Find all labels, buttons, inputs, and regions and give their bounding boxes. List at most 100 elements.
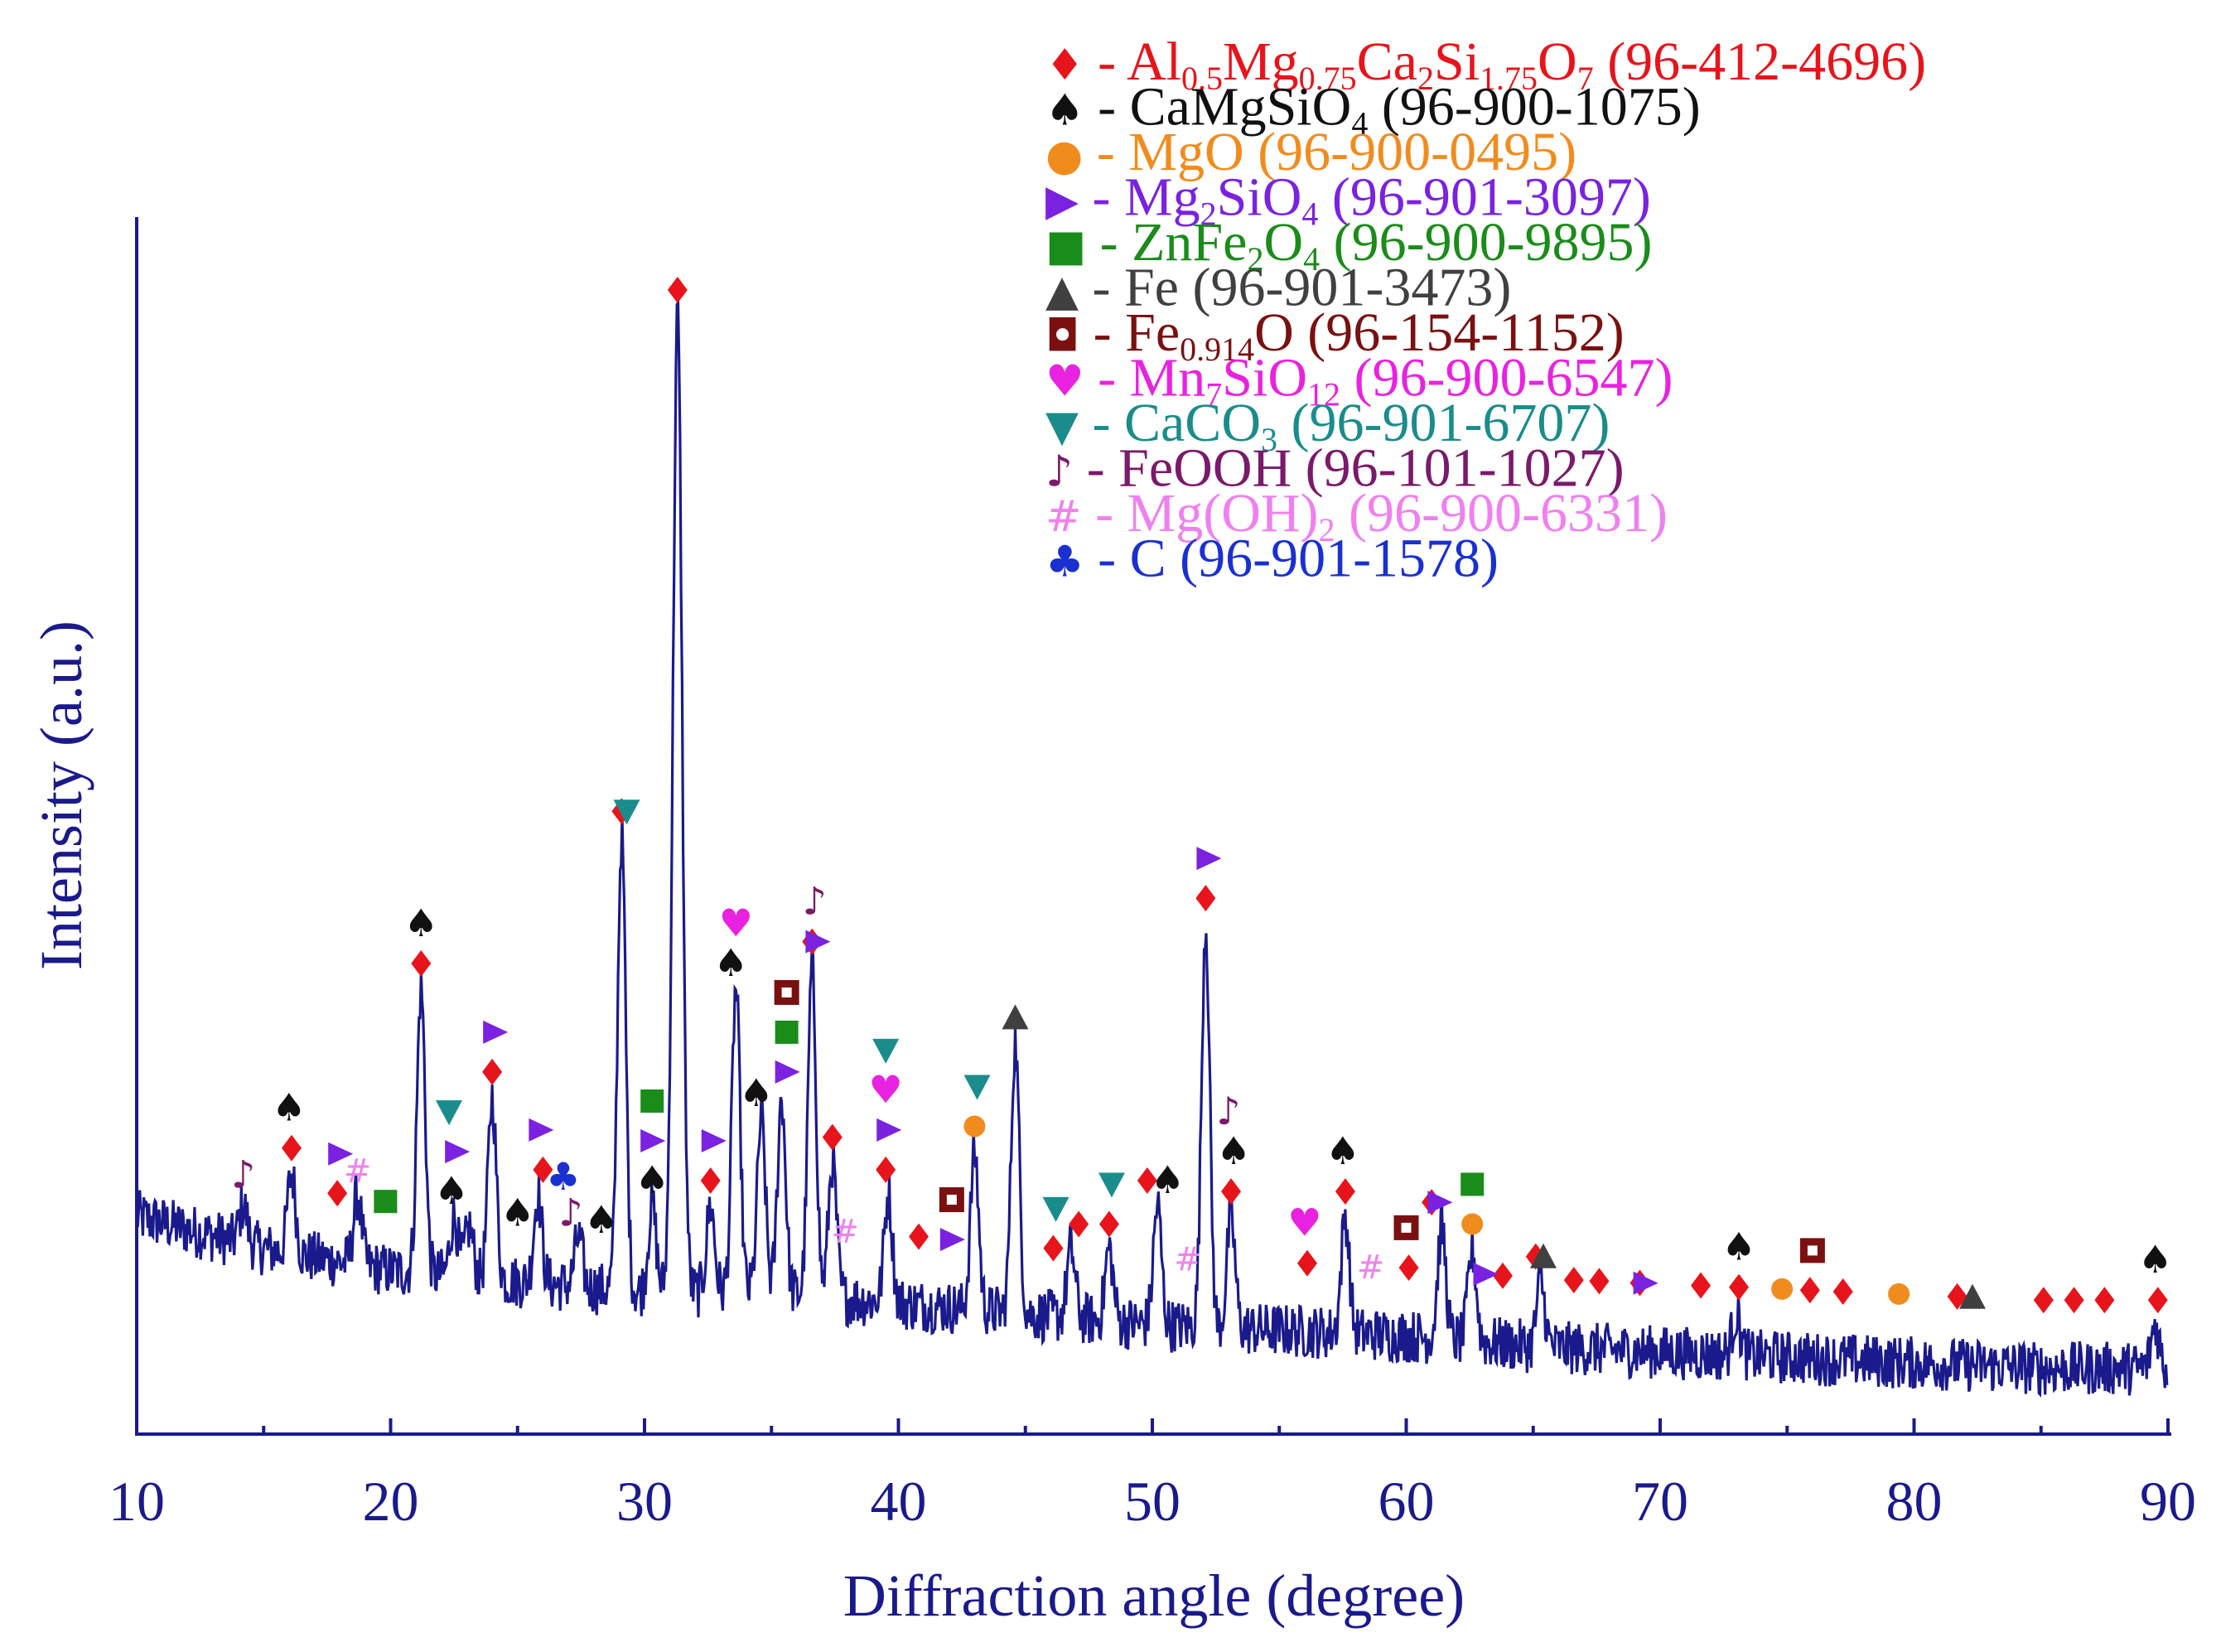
square-marker [374, 1190, 398, 1214]
spade-marker: ♠ [1151, 1157, 1185, 1202]
legend-symbol: ♪ [1045, 447, 1073, 497]
legend-entry: ● - MgO (96-900-0495) [1045, 122, 1576, 182]
legend-entry: ♥ - Mn7SiO12 (96-900-6547) [1045, 348, 1673, 413]
legend-entry: ▶ - Mg2SiO4 (96-901-3097) [1045, 167, 1651, 233]
legend-label: Ca [1357, 31, 1417, 92]
note-marker: ♪ [803, 879, 827, 924]
triangle-up-marker [1002, 1004, 1029, 1030]
x-tick-label: 80 [1886, 1470, 1943, 1533]
legend: ♦ - Al0.5Mg0.75Ca2Si1.75O7 (96-412-4696)… [1045, 31, 1926, 589]
hollow-square-marker [1393, 1215, 1419, 1240]
legend-label: - CaCO [1079, 393, 1261, 453]
diamond-marker [1691, 1272, 1712, 1299]
legend-label: O [1538, 31, 1577, 92]
spade-marker: ♠ [404, 901, 438, 945]
legend-entry: ♪ - FeOOH (96-101-1027) [1045, 438, 1625, 499]
legend-symbol: ♣ [1045, 538, 1084, 587]
legend-label: SiO [1217, 167, 1302, 228]
square-marker [640, 1089, 664, 1113]
legend-label: - C (96-901-1578) [1084, 529, 1499, 589]
legend-label: Mg [1223, 31, 1299, 92]
legend-subscript: 12 [1307, 376, 1340, 413]
triangle-right-marker [876, 1118, 902, 1142]
spade-marker: ♠ [272, 1085, 306, 1130]
hash-marker: # [344, 1152, 372, 1191]
triangle-up-marker [1958, 1283, 1986, 1309]
diamond-marker [2064, 1287, 2084, 1314]
triangle-right-marker [640, 1129, 666, 1153]
legend-label: - Fe (96-901-3473) [1079, 258, 1511, 318]
spade-marker: ♠ [1216, 1128, 1250, 1173]
diamond-marker [1947, 1282, 1968, 1310]
diamond-marker [411, 949, 432, 977]
triangle-down-marker [435, 1100, 462, 1126]
diamond-marker [1729, 1273, 1750, 1301]
x-axis-title: Diffraction angle (degree) [843, 1563, 1465, 1629]
legend-label: (96-901-6707) [1277, 393, 1610, 453]
triangle-down-marker [872, 1038, 900, 1064]
diamond-marker [1589, 1268, 1610, 1295]
legend-subscript: 2 [1247, 240, 1263, 278]
legend-subscript: 7 [1205, 376, 1222, 413]
spade-marker: ♠ [1325, 1128, 1359, 1173]
square-marker [1461, 1172, 1485, 1196]
x-tick-label: 40 [871, 1470, 927, 1533]
square-marker [775, 1020, 799, 1044]
legend-entry: ▲ - Fe (96-901-3473) [1045, 258, 1511, 318]
legend-label: - ZnFe [1086, 212, 1247, 273]
diamond-marker [281, 1134, 302, 1162]
legend-subscript: 4 [1351, 105, 1368, 142]
phase-markers: ♠♠♠ ♠ ♠♠♠♠♠♠ ♠♠ ♠♥♥♥♪♪♪♪### #♣ [231, 277, 2172, 1314]
legend-subscript: 3 [1261, 421, 1277, 458]
circle-marker [1461, 1213, 1484, 1235]
y-axis-title: Intensity (a.u.) [28, 621, 94, 970]
triangle-right-marker [529, 1118, 554, 1142]
legend-label: - MgO (96-900-0495) [1083, 122, 1576, 182]
x-tick-label: 10 [109, 1470, 165, 1533]
hollow-square-marker [939, 1187, 964, 1213]
spade-marker: ♠ [635, 1157, 669, 1202]
legend-label: (96-900-9895) [1320, 212, 1652, 273]
heart-marker: ♥ [1287, 1200, 1321, 1245]
note-marker: ♪ [1216, 1089, 1240, 1133]
diamond-marker [1335, 1178, 1355, 1205]
diamond-marker [482, 1058, 503, 1085]
legend-subscript: 4 [1303, 240, 1320, 278]
legend-label: - Fe [1079, 302, 1180, 363]
spade-marker: ♠ [1721, 1225, 1755, 1269]
x-ticks: 10 20 30 40 50 60 70 80 90 [109, 1418, 2196, 1533]
diamond-marker [1296, 1249, 1317, 1277]
legend-subscript: 2 [1417, 60, 1434, 97]
diamond-marker [1563, 1267, 1584, 1294]
diffraction-pattern-line [135, 298, 2169, 1398]
legend-label: SiO [1222, 348, 1307, 408]
note-marker: ♪ [558, 1190, 582, 1234]
x-tick-label: 30 [616, 1470, 673, 1533]
legend-symbol: ■ [1045, 221, 1086, 271]
spade-marker: ♠ [714, 940, 748, 985]
legend-entry: ◘ - Fe0.914O (96-154-1152) [1045, 302, 1625, 368]
legend-label: (96-900-1075) [1368, 77, 1700, 138]
diamond-marker [909, 1223, 929, 1250]
diamond-marker [1492, 1262, 1513, 1289]
hollow-square-marker [1799, 1238, 1825, 1263]
hash-marker: # [831, 1213, 859, 1251]
legend-entry: ♣ - C (96-901-1578) [1045, 529, 1499, 589]
legend-symbol: ▼ [1045, 402, 1079, 452]
legend-symbol: ♥ [1045, 357, 1084, 407]
diamond-marker [822, 1123, 843, 1151]
legend-symbol: ● [1045, 131, 1083, 181]
diamond-marker [1098, 1210, 1119, 1238]
diamond-marker [1221, 1178, 1242, 1205]
diamond-marker [700, 1167, 721, 1195]
diamond-marker [1398, 1254, 1419, 1282]
diamond-marker [667, 277, 688, 303]
hash-marker: # [1174, 1241, 1202, 1279]
circle-marker [1888, 1282, 1910, 1305]
diamond-marker [327, 1180, 348, 1207]
legend-label: - Mg [1079, 167, 1200, 228]
legend-label: - CaMgSiO [1084, 77, 1352, 138]
legend-entry: ♦ - Al0.5Mg0.75Ca2Si1.75O7 (96-412-4696) [1045, 31, 1926, 97]
diamond-marker [1137, 1167, 1157, 1195]
